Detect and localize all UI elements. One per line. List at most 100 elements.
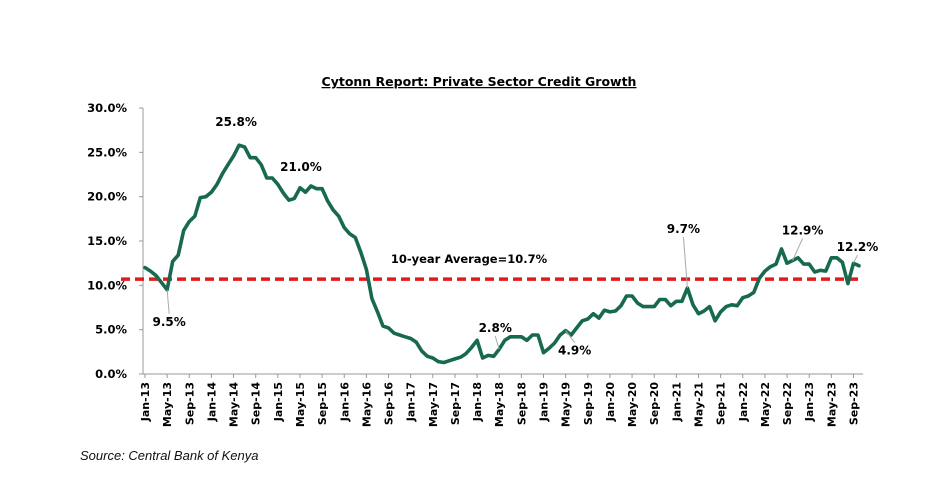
data-point: [736, 304, 739, 307]
data-point: [636, 302, 639, 304]
data-point: [188, 220, 191, 223]
data-point: [813, 271, 816, 273]
data-point: [409, 337, 412, 340]
x-tick-label: Jan-19: [538, 382, 551, 422]
x-tick-label: May-14: [228, 382, 241, 427]
data-point: [609, 311, 611, 313]
x-tick-label: Jan-16: [338, 382, 351, 423]
data-point: [487, 354, 490, 357]
annotations: 9.5% 25.8% 21.0% 2.8% 4.9% 9.7% 12.9% 12.2%: [152, 115, 878, 357]
y-tick-label: 25.0%: [87, 145, 127, 159]
average-line-group: 10-year Average=10.7%: [121, 252, 858, 281]
data-point: [155, 274, 158, 277]
x-tick-label: May-22: [759, 382, 772, 427]
data-point: [271, 177, 274, 179]
data-point: [647, 305, 650, 308]
x-tick-label: Sep-13: [183, 382, 196, 425]
data-point: [642, 305, 644, 308]
data-point: [177, 254, 180, 257]
data-point: [741, 296, 744, 299]
x-tick-label: Jan-22: [737, 382, 750, 422]
data-point: [847, 282, 849, 285]
annotation-label: 25.8%: [215, 115, 257, 129]
data-point: [470, 346, 473, 349]
data-point: [282, 192, 285, 195]
data-point: [714, 319, 716, 322]
data-point: [575, 327, 578, 329]
data-point: [836, 256, 838, 259]
data-point: [265, 177, 268, 179]
data-point: [625, 295, 628, 297]
data-point: [371, 297, 373, 300]
data-point: [719, 311, 722, 313]
data-point: [841, 261, 844, 264]
x-tick-label: Jan-23: [803, 382, 816, 422]
y-axis: 0.0% 5.0% 10.0% 15.0% 20.0% 25.0% 30.0%: [87, 101, 144, 381]
data-point: [614, 310, 617, 312]
annotation-label: 12.9%: [782, 224, 824, 238]
x-tick-label: Jan-13: [139, 382, 152, 422]
data-point: [592, 312, 595, 315]
data-point: [288, 199, 290, 202]
data-point: [415, 341, 418, 343]
data-point: [708, 305, 711, 308]
data-point: [531, 334, 534, 336]
data-point: [227, 163, 229, 166]
data-point: [598, 317, 600, 319]
data-point: [254, 156, 257, 159]
data-point: [675, 300, 678, 303]
data-point: [382, 325, 384, 327]
data-point: [343, 226, 346, 229]
data-point: [703, 310, 705, 312]
data-point: [503, 339, 506, 342]
average-label: 10-year Average=10.7%: [391, 252, 548, 266]
data-point: [199, 196, 202, 199]
data-point: [481, 357, 484, 359]
source-note: Source: Central Bank of Kenya: [80, 448, 259, 463]
data-point: [321, 187, 323, 190]
chart-title: Cytonn Report: Private Sector Credit Gro…: [322, 74, 637, 89]
annotation-label: 9.5%: [152, 315, 185, 329]
data-point: [692, 303, 694, 306]
y-tick-label: 5.0%: [95, 323, 127, 337]
data-point: [249, 156, 252, 159]
data-point: [404, 335, 406, 338]
data-point: [553, 342, 556, 344]
data-point: [697, 312, 700, 315]
data-point: [603, 309, 606, 312]
data-point: [664, 298, 667, 301]
y-tick-label: 30.0%: [87, 101, 127, 115]
data-point: [365, 268, 368, 271]
x-tick-label: Jan-18: [471, 382, 484, 422]
x-tick-label: Sep-20: [648, 382, 661, 425]
x-tick-label: Jan-15: [272, 382, 285, 422]
x-tick-label: May-21: [692, 382, 705, 427]
data-point: [310, 185, 312, 187]
data-point: [332, 209, 335, 211]
data-point: [669, 304, 672, 307]
annotation-leader: [682, 236, 688, 289]
data-point: [393, 332, 395, 335]
y-tick-label: 10.0%: [87, 278, 127, 292]
x-axis: Jan-13 May-13 Sep-13 Jan-14 May-14 Sep-14 Jan-…: [139, 373, 863, 427]
data-point: [509, 335, 512, 338]
data-point: [171, 260, 174, 263]
data-point: [797, 256, 799, 259]
x-tick-label: Sep-19: [582, 382, 595, 425]
x-tick-label: May-23: [825, 382, 838, 427]
data-point: [747, 295, 750, 297]
data-point: [459, 356, 462, 359]
x-tick-label: Sep-17: [449, 382, 462, 425]
x-tick-label: May-20: [626, 382, 639, 427]
data-point: [808, 263, 811, 265]
data-point: [819, 269, 822, 272]
data-point: [465, 352, 467, 355]
data-point: [769, 265, 772, 268]
x-tick-label: May-16: [360, 382, 373, 427]
data-point: [315, 187, 318, 190]
data-point: [216, 183, 218, 186]
series-group: [143, 143, 861, 365]
data-point: [570, 334, 573, 336]
data-point: [548, 347, 550, 350]
